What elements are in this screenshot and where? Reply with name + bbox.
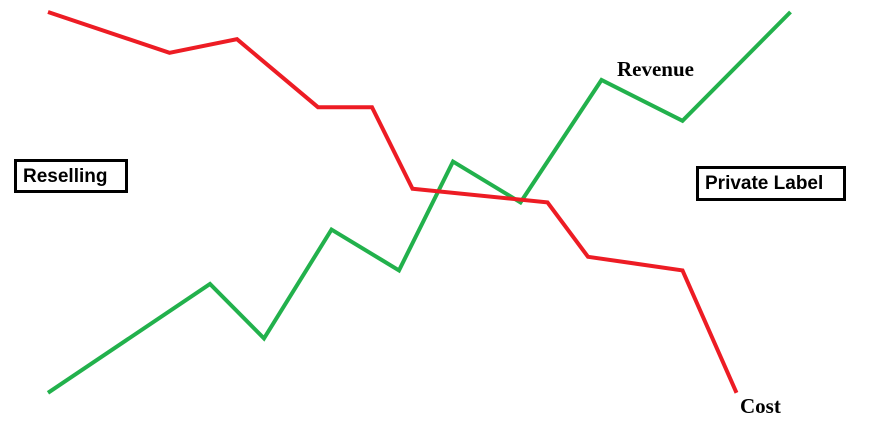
private-label-box: Private Label — [696, 166, 846, 201]
cost-line — [47, 10, 739, 394]
reselling-box: Reselling — [14, 159, 128, 193]
chart-lines — [46, 10, 792, 395]
revenue-series-label: Revenue — [617, 57, 694, 81]
cost-series-label: Cost — [740, 394, 781, 418]
revenue-line — [46, 10, 792, 395]
